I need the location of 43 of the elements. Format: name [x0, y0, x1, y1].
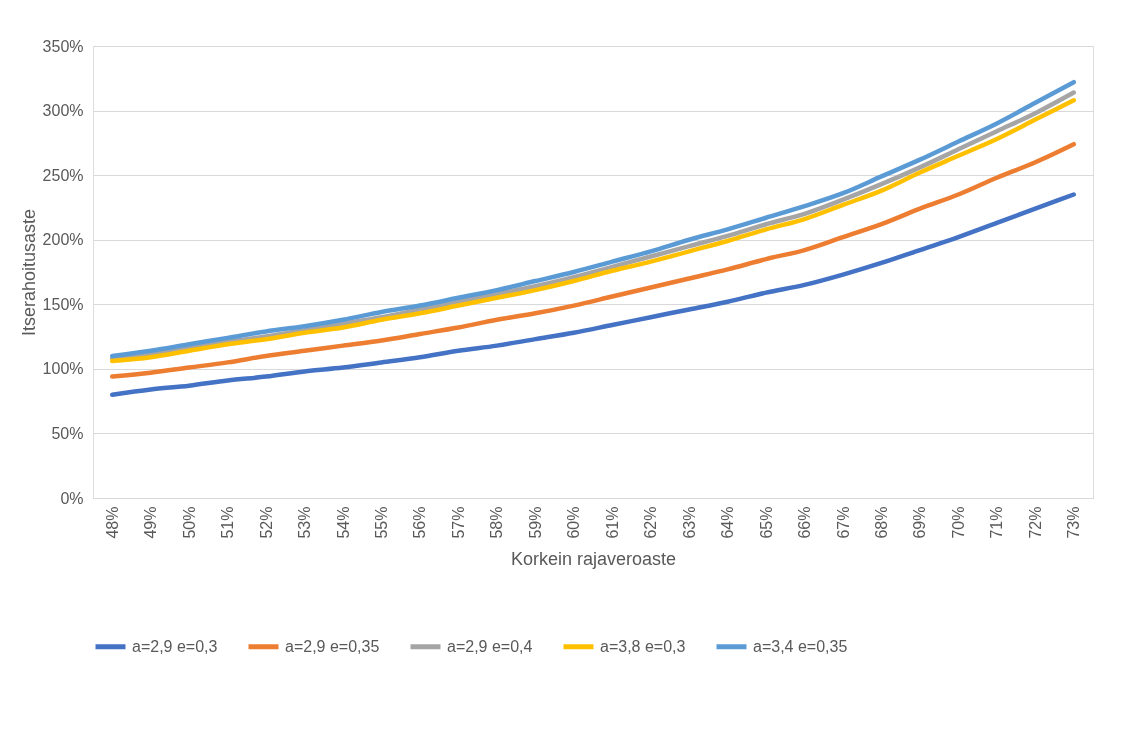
- legend-label: a=2,9 e=0,4: [447, 637, 533, 655]
- x-tick-label: 61%: [603, 506, 621, 539]
- x-tick-label: 49%: [142, 506, 160, 539]
- y-tick-label: 250%: [42, 166, 84, 184]
- x-tick-label: 68%: [872, 506, 890, 539]
- legend-label: a=3,8 e=0,3: [600, 637, 686, 655]
- x-tick-label: 56%: [411, 506, 429, 539]
- x-tick-label: 65%: [757, 506, 775, 539]
- x-tick-label: 59%: [526, 506, 544, 539]
- legend-label: a=3,4 e=0,35: [753, 637, 848, 655]
- y-tick-label: 300%: [42, 102, 84, 120]
- legend-label: a=2,9 e=0,3: [132, 637, 218, 655]
- y-tick-label: 200%: [42, 231, 84, 249]
- y-tick-label: 50%: [51, 424, 84, 442]
- x-tick-label: 55%: [372, 506, 390, 539]
- x-tick-label: 54%: [334, 506, 352, 539]
- x-tick-label: 48%: [103, 506, 121, 539]
- x-tick-label: 53%: [296, 506, 314, 539]
- line-series: [109, 192, 1077, 397]
- x-axis-title: Korkein rajaveroaste: [510, 548, 677, 569]
- x-tick-label: 73%: [1065, 506, 1083, 539]
- x-tick-label: 52%: [257, 506, 275, 539]
- x-tick-label: 70%: [949, 506, 967, 539]
- x-tick-label: 64%: [719, 506, 737, 539]
- x-tick-label: 66%: [796, 506, 814, 539]
- y-tick-label: 150%: [42, 295, 84, 313]
- y-axis-title: Itserahoitusaste: [18, 208, 39, 337]
- x-tick-label: 62%: [642, 506, 660, 539]
- x-tick-label: 50%: [180, 506, 198, 539]
- x-tick-label: 71%: [988, 506, 1006, 539]
- x-tick-label: 57%: [449, 506, 467, 539]
- y-tick-label: 0%: [60, 489, 84, 507]
- x-tick-label: 63%: [680, 506, 698, 539]
- line-series: [109, 141, 1077, 379]
- legend-label: a=2,9 e=0,35: [285, 637, 380, 655]
- x-tick-label: 51%: [219, 506, 237, 539]
- x-tick-label: 60%: [565, 506, 583, 539]
- y-tick-label: 100%: [42, 360, 84, 378]
- x-tick-label: 72%: [1026, 506, 1044, 539]
- x-tick-label: 69%: [911, 506, 929, 539]
- y-tick-label: 350%: [42, 37, 84, 55]
- x-tick-label: 67%: [834, 506, 852, 539]
- x-tick-label: 58%: [488, 506, 506, 539]
